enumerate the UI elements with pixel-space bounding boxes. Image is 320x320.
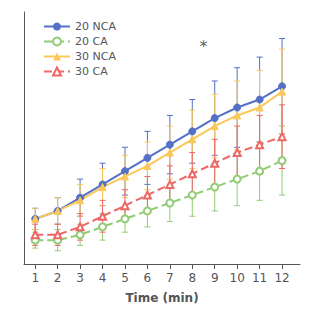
svg-text:2: 2 — [54, 271, 62, 285]
svg-text:10: 10 — [230, 271, 245, 285]
svg-text:Time (min): Time (min) — [125, 291, 198, 305]
svg-text:20 NCA: 20 NCA — [75, 20, 116, 33]
svg-text:6: 6 — [144, 271, 152, 285]
svg-text:11: 11 — [252, 271, 267, 285]
svg-text:12: 12 — [274, 271, 289, 285]
svg-text:8: 8 — [188, 271, 196, 285]
svg-text:9: 9 — [211, 271, 219, 285]
svg-text:30 NCA: 30 NCA — [75, 50, 116, 63]
svg-text:*: * — [200, 37, 208, 56]
svg-text:7: 7 — [166, 271, 174, 285]
svg-text:3: 3 — [76, 271, 84, 285]
svg-text:1: 1 — [31, 271, 39, 285]
svg-text:4: 4 — [99, 271, 107, 285]
svg-text:30 CA: 30 CA — [75, 65, 108, 78]
svg-text:5: 5 — [121, 271, 129, 285]
svg-text:20 CA: 20 CA — [75, 35, 108, 48]
